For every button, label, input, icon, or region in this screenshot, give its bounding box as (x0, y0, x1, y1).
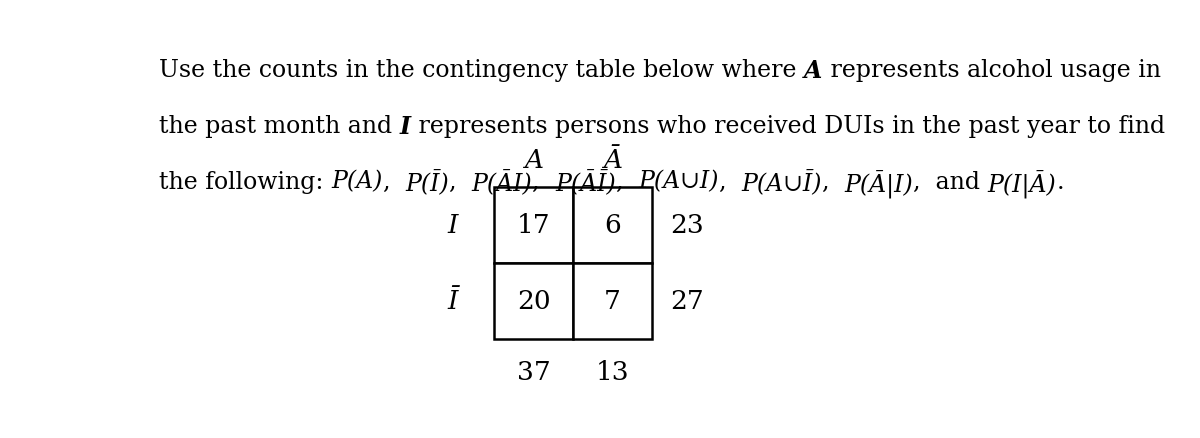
Text: I: I (448, 213, 457, 238)
Text: represents alcohol usage in: represents alcohol usage in (823, 59, 1160, 82)
Text: P(ĀI): P(ĀI) (472, 171, 533, 196)
Text: A: A (524, 148, 544, 173)
Text: .: . (1056, 171, 1064, 194)
Text: Use the counts in the contingency table below where: Use the counts in the contingency table … (160, 59, 804, 82)
Text: ,: , (822, 171, 845, 194)
Text: 7: 7 (605, 289, 622, 314)
Text: I: I (400, 115, 410, 139)
Text: P(I|Ā): P(I|Ā) (988, 171, 1056, 199)
Text: the past month and: the past month and (160, 115, 400, 138)
Text: ,: , (383, 171, 406, 194)
Text: ,  and: , and (913, 171, 988, 194)
Text: ,: , (449, 171, 472, 194)
Text: P(A∪I): P(A∪I) (638, 171, 719, 194)
Text: 20: 20 (517, 289, 551, 314)
Text: 23: 23 (671, 213, 704, 238)
Bar (574, 263, 653, 339)
Text: represents persons who received DUIs in the past year to find: represents persons who received DUIs in … (410, 115, 1165, 138)
Text: ,: , (719, 171, 742, 194)
Text: 6: 6 (605, 213, 622, 238)
Text: ,: , (533, 171, 554, 194)
Text: Ī: Ī (448, 289, 457, 314)
Bar (494, 187, 574, 263)
Text: ,: , (616, 171, 638, 194)
Text: A: A (804, 59, 823, 83)
Text: P(A∪Ī): P(A∪Ī) (742, 171, 822, 196)
Text: 37: 37 (517, 360, 551, 385)
Text: the following:: the following: (160, 171, 331, 194)
Text: Ā: Ā (604, 148, 622, 173)
Bar (574, 187, 653, 263)
Bar (494, 263, 574, 339)
Text: 27: 27 (671, 289, 704, 314)
Text: 17: 17 (517, 213, 551, 238)
Text: 13: 13 (596, 360, 630, 385)
Text: P(A): P(A) (331, 171, 383, 194)
Text: P(Ā|I): P(Ā|I) (845, 171, 913, 199)
Text: P(Ī): P(Ī) (406, 171, 449, 196)
Text: P(ĀĪ): P(ĀĪ) (554, 171, 616, 196)
